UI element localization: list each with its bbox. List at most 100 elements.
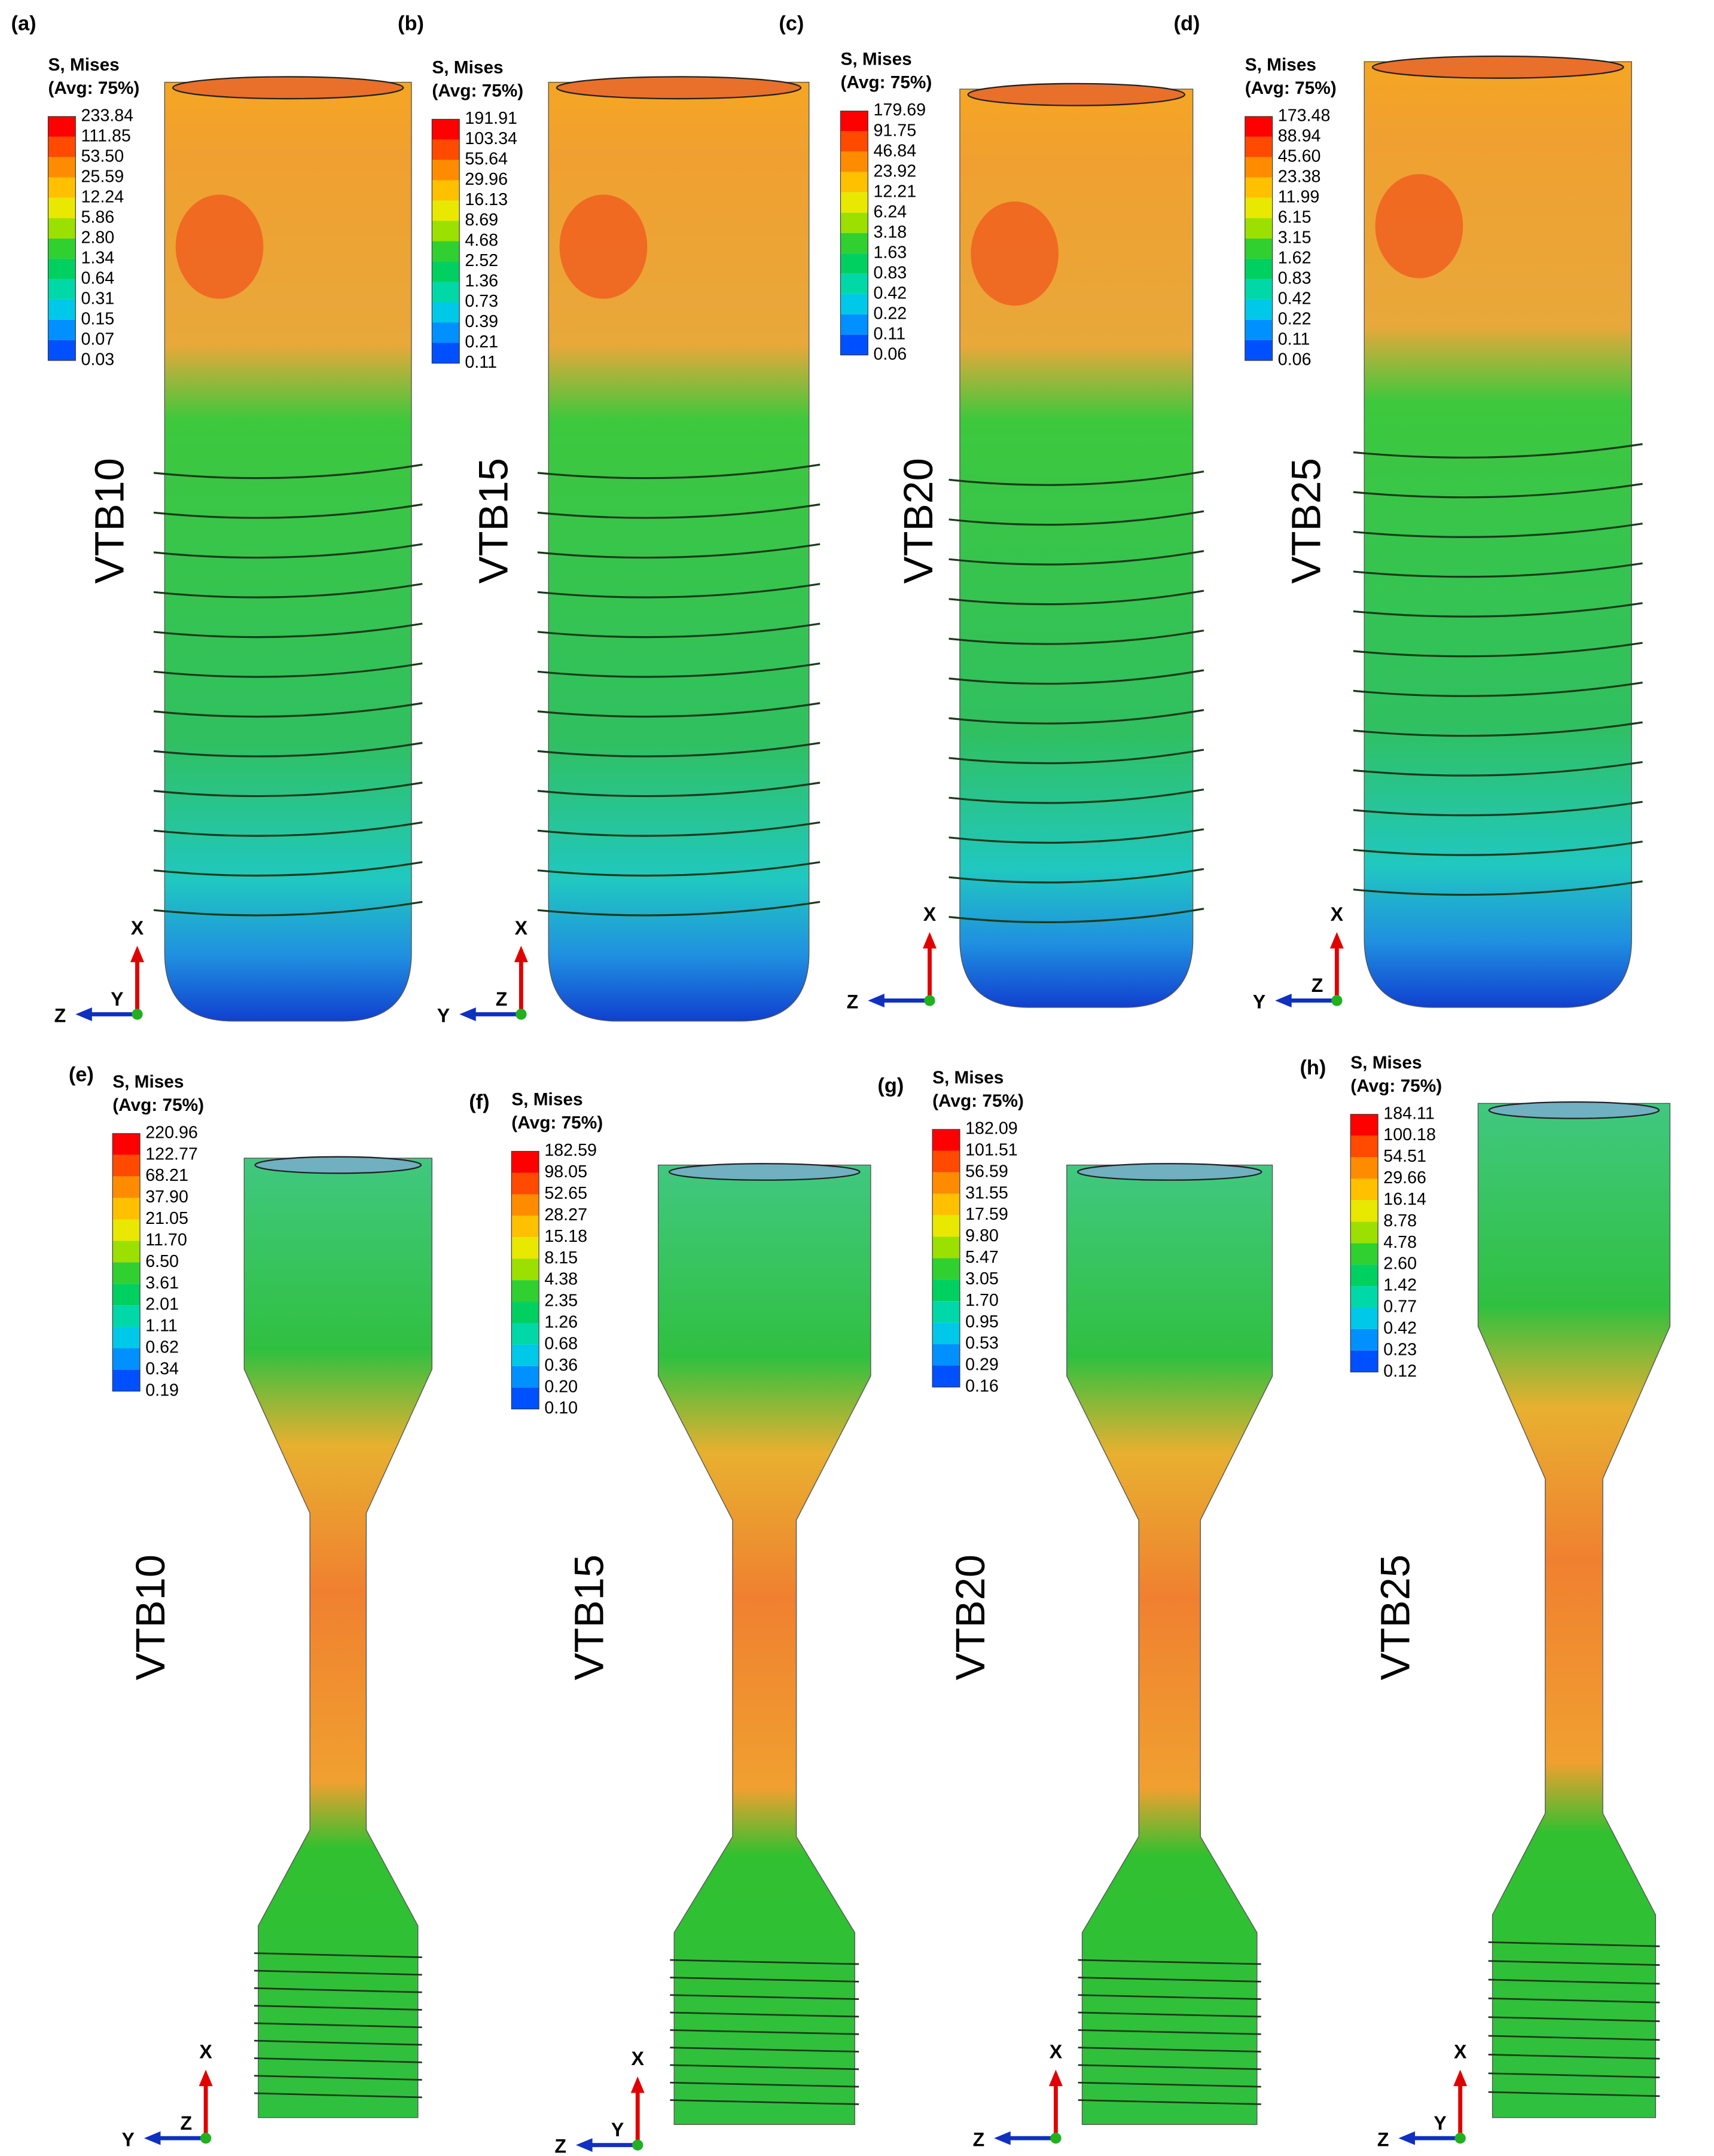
legend-band	[48, 319, 76, 340]
panel: (h) S, Mises (Avg: 75%) 184.11 100.18 54.51 29…	[1300, 1053, 1671, 2150]
thread	[949, 669, 1204, 685]
thread	[153, 463, 423, 480]
thread	[153, 861, 423, 877]
implant-body	[164, 81, 412, 1022]
legend-value: 0.22	[1278, 309, 1312, 328]
legend-value: 4.78	[1383, 1233, 1417, 1252]
legend-band	[1350, 1307, 1378, 1329]
legend-value: 8.69	[465, 210, 498, 230]
legend-value: 233.84	[81, 106, 133, 125]
panel: (a) S, Mises (Avg: 75%) 233.84111.8553.5025…	[11, 12, 423, 1026]
thread	[254, 2005, 422, 2011]
thread	[537, 543, 821, 559]
legend-band	[432, 261, 460, 282]
model-name: VTB20	[895, 458, 941, 584]
axis-label: Z	[496, 988, 508, 1010]
legend-band	[932, 1344, 960, 1366]
thread	[153, 622, 423, 639]
stress-spot	[175, 194, 264, 299]
panel: (g) S, Mises (Avg: 75%) 182.09 101.51 56.59 31…	[877, 1068, 1273, 2150]
legend-value: 2.60	[1383, 1254, 1417, 1274]
legend-value: 101.51	[965, 1140, 1018, 1159]
axis-label: Y	[437, 1004, 450, 1026]
legend-band	[1350, 1157, 1378, 1179]
legend-subtitle: (Avg: 75%)	[1350, 1076, 1442, 1096]
legend-value: 0.83	[874, 263, 907, 282]
legend-value: 103.34	[465, 129, 517, 148]
legend-band	[432, 200, 460, 221]
legend-value: 0.42	[1278, 289, 1312, 308]
thread	[254, 1952, 422, 1958]
legend-value: 16.14	[1383, 1190, 1426, 1209]
legend-value: 6.15	[1278, 207, 1312, 227]
thread	[254, 2057, 422, 2063]
thread	[1488, 1997, 1660, 2004]
legend-subtitle: (Avg: 75%)	[840, 73, 932, 93]
thread	[254, 2075, 422, 2081]
axis-label: Z	[554, 2136, 566, 2156]
legend-value: 25.59	[81, 167, 124, 186]
legend-value: 3.15	[1278, 228, 1312, 247]
axis-label: X	[1331, 903, 1344, 925]
panel-label: (g)	[877, 1074, 904, 1097]
thread	[1488, 2053, 1660, 2060]
legend-band	[932, 1258, 960, 1280]
model-name: VTB15	[566, 1555, 612, 1680]
legend-value: 8.15	[544, 1248, 578, 1268]
legend-value: 11.70	[145, 1230, 187, 1250]
legend-band	[1350, 1200, 1378, 1222]
thread	[949, 709, 1204, 725]
arrow-head	[144, 2131, 161, 2145]
axis-origin	[132, 1009, 143, 1020]
thread	[1078, 2047, 1261, 2053]
thread	[949, 868, 1204, 884]
legend-value: 17.59	[965, 1205, 1008, 1224]
arrow-head	[1275, 994, 1292, 1007]
legend-value: 5.86	[81, 207, 114, 227]
legend-band	[112, 1327, 141, 1348]
legend-subtitle: (Avg: 75%)	[511, 1113, 603, 1133]
legend-band	[48, 258, 76, 279]
legend-band	[840, 192, 868, 213]
legend-value: 0.42	[874, 283, 907, 303]
legend-value: 122.77	[145, 1144, 198, 1163]
legend-band	[112, 1369, 141, 1391]
legend-value: 46.84	[874, 141, 917, 160]
panel: (f) S, Mises (Avg: 75%) 182.59 98.05 52.65 28.…	[469, 1090, 871, 2156]
stress-spot	[559, 194, 648, 299]
panel-label: (e)	[69, 1064, 94, 1086]
arrow-head	[199, 2069, 213, 2087]
thread	[1353, 523, 1643, 538]
legend-band	[432, 221, 460, 242]
legend-value: 23.38	[1278, 167, 1321, 186]
legend-value: 15.18	[544, 1227, 587, 1246]
arrow-head	[576, 2138, 593, 2152]
legend-value: 0.68	[544, 1334, 578, 1353]
implant-rim	[172, 76, 404, 100]
legend-value: 3.05	[965, 1269, 999, 1288]
legend-band	[112, 1176, 141, 1198]
axis-label: Z	[54, 1004, 66, 1026]
thread	[670, 2011, 859, 2018]
legend-band	[932, 1150, 960, 1172]
legend-band	[511, 1302, 539, 1323]
thread	[1353, 801, 1643, 817]
thread	[254, 1969, 422, 1976]
legend-band	[932, 1323, 960, 1345]
thread	[153, 741, 423, 758]
legend-band	[932, 1215, 960, 1237]
legend-band	[840, 334, 868, 355]
thread	[153, 503, 423, 519]
legend-value: 1.34	[81, 248, 114, 267]
legend-band	[932, 1366, 960, 1387]
thread	[537, 741, 821, 758]
legend-band	[432, 322, 460, 343]
legend-band	[932, 1279, 960, 1302]
legend-band	[1350, 1243, 1378, 1265]
legend-band	[1245, 238, 1273, 259]
arrow-head	[459, 1007, 476, 1021]
legend-band	[840, 294, 868, 314]
legend-band	[932, 1236, 960, 1259]
legend-value: 0.77	[1383, 1297, 1417, 1317]
thread	[1078, 2011, 1261, 2018]
